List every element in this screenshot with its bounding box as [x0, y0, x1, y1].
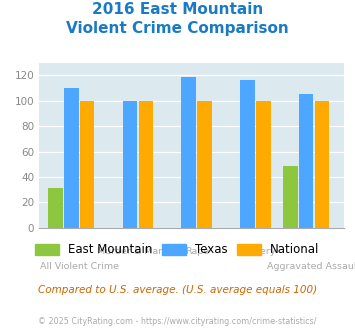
Text: © 2025 CityRating.com - https://www.cityrating.com/crime-statistics/: © 2025 CityRating.com - https://www.city…: [38, 317, 317, 326]
Text: Aggravated Assault: Aggravated Assault: [267, 262, 355, 271]
Text: All Violent Crime: All Violent Crime: [40, 262, 119, 271]
Bar: [138, 101, 153, 228]
Bar: [123, 101, 137, 228]
Bar: [80, 101, 94, 228]
Text: Robbery: Robbery: [236, 247, 275, 256]
Bar: [256, 101, 271, 228]
Bar: [181, 77, 196, 228]
Bar: [315, 101, 329, 228]
Bar: [48, 188, 63, 228]
Text: 2016 East Mountain: 2016 East Mountain: [92, 2, 263, 16]
Text: Violent Crime Comparison: Violent Crime Comparison: [66, 21, 289, 36]
Legend: East Mountain, Texas, National: East Mountain, Texas, National: [32, 240, 323, 260]
Bar: [240, 81, 255, 228]
Text: Rape: Rape: [185, 247, 209, 256]
Text: Compared to U.S. average. (U.S. average equals 100): Compared to U.S. average. (U.S. average …: [38, 285, 317, 295]
Bar: [283, 166, 297, 228]
Text: Murder & Mans...: Murder & Mans...: [97, 247, 179, 256]
Bar: [64, 88, 79, 228]
Bar: [299, 94, 313, 228]
Bar: [197, 101, 212, 228]
